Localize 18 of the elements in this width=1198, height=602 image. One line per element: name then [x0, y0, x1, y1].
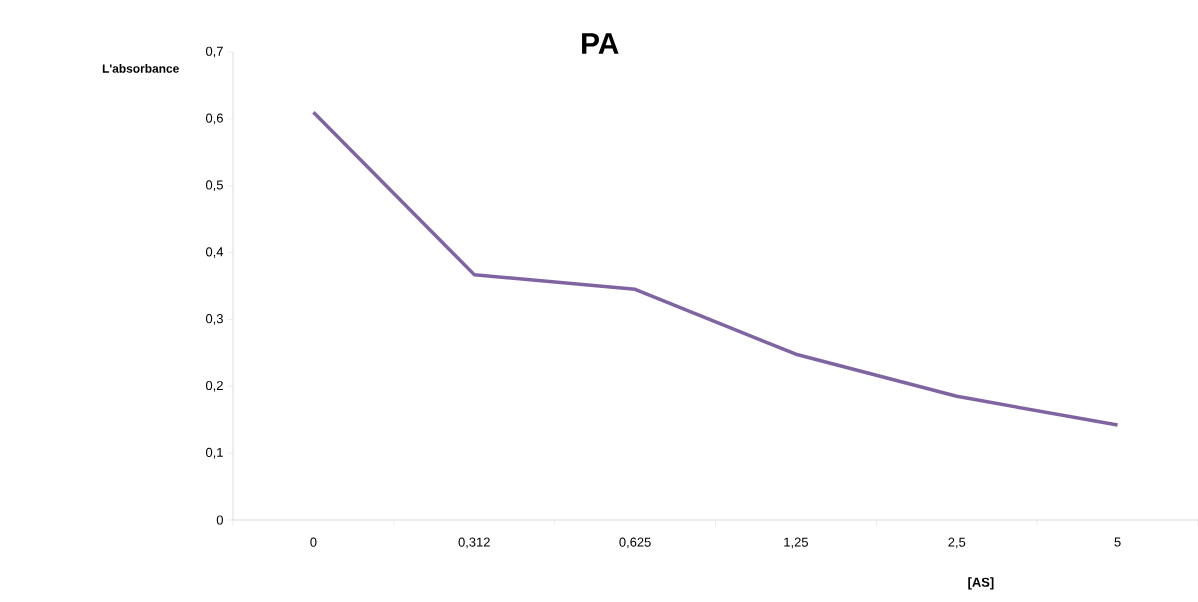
chart-title: PA [582, 33, 619, 54]
x-tick-label: 1,25 [784, 537, 808, 549]
x-tick-label: 0 [310, 537, 317, 547]
y-axis-title: L'absorbance [102, 64, 179, 73]
y-tick-label: 0,4 [205, 247, 224, 258]
y-tick-label: 0 [216, 515, 223, 525]
y-tick-label: 0,3 [205, 314, 223, 325]
x-tick-label: 2,5 [948, 537, 966, 549]
y-tick-label: 0,5 [205, 180, 223, 192]
line-series [311, 110, 1120, 427]
x-tick-label: 0,625 [619, 537, 651, 549]
y-tick-label: 0,6 [205, 113, 223, 125]
y-tick-label: 0,7 [205, 46, 223, 58]
x-tick-label: 5 [1114, 537, 1121, 547]
y-tick-label: 0,2 [205, 380, 223, 392]
x-axis-title: [AS] [968, 577, 994, 590]
x-tick-label: 0,312 [458, 537, 490, 549]
y-tick-label: 0,1 [205, 447, 223, 459]
